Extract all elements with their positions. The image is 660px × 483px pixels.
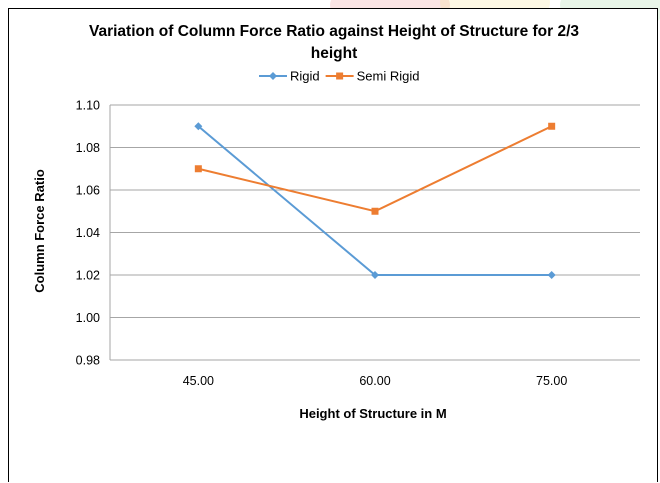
x-tick-label: 75.00 — [536, 374, 567, 388]
legend-marker — [336, 72, 344, 80]
series-rigid — [194, 122, 556, 279]
data-point — [194, 165, 202, 173]
data-series — [194, 122, 556, 279]
line-chart: Variation of Column Force Ratio against … — [32, 23, 640, 421]
legend: Rigid Semi Rigid — [259, 69, 419, 84]
chart-title-line1: Variation of Column Force Ratio against … — [89, 23, 579, 40]
chart-frame: Variation of Column Force Ratio against … — [8, 8, 658, 482]
y-tick-label: 1.10 — [76, 99, 100, 113]
x-tick-labels: 45.00 60.00 75.00 — [183, 374, 568, 388]
y-tick-label: 1.02 — [76, 269, 100, 283]
y-axis-title: Column Force Ratio — [32, 169, 47, 293]
legend-label: Rigid — [290, 69, 320, 84]
legend-item-semi-rigid: Semi Rigid — [325, 69, 420, 84]
x-axis-title: Height of Structure in M — [299, 406, 446, 421]
series-line — [198, 125, 553, 213]
y-tick-label: 1.04 — [76, 226, 100, 240]
y-tick-labels: 1.10 1.08 1.06 1.04 1.02 1.00 0.98 — [76, 99, 100, 368]
legend-marker — [269, 72, 277, 80]
series-line — [197, 125, 552, 276]
chart-title-line2: height — [311, 45, 358, 62]
y-tick-label: 0.98 — [76, 354, 100, 368]
legend-item-rigid: Rigid — [259, 69, 320, 84]
data-point — [548, 122, 556, 130]
data-point — [371, 207, 379, 215]
gridlines — [109, 104, 640, 361]
data-point — [194, 122, 203, 131]
x-tick-label: 60.00 — [359, 374, 390, 388]
x-tick-label: 45.00 — [183, 374, 214, 388]
y-tick-label: 1.08 — [76, 141, 100, 155]
series-semi-rigid — [194, 122, 556, 215]
legend-label: Semi Rigid — [357, 69, 420, 84]
y-tick-label: 1.00 — [76, 311, 100, 325]
y-tick-label: 1.06 — [76, 184, 100, 198]
data-point — [371, 271, 379, 279]
data-point — [547, 271, 556, 279]
